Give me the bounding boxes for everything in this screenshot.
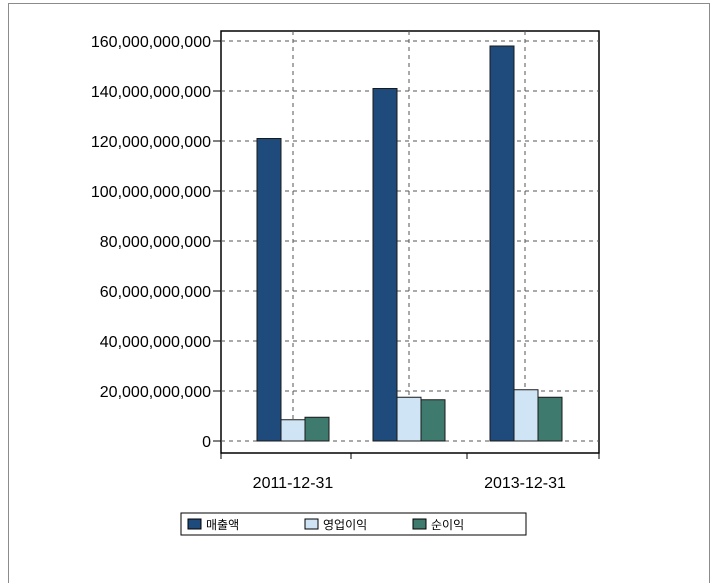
y-tick-label: 120,000,000,000	[91, 134, 211, 151]
y-tick-label: 60,000,000,000	[100, 284, 211, 301]
bar-operating-income-1	[396, 396, 422, 442]
legend-swatch	[304, 518, 319, 530]
plot-area	[220, 30, 600, 454]
x-axis-ticks: 2011-12-31 2013-12-31	[220, 453, 600, 492]
legend-label: 영업이익	[323, 518, 367, 532]
y-tick-label: 160,000,000,000	[91, 34, 211, 51]
legend: 매출액 영업이익 순이익	[180, 512, 527, 536]
y-tick-label: 100,000,000,000	[91, 184, 211, 201]
legend-label: 매출액	[206, 518, 239, 532]
x-tick-label: 2013-12-31	[484, 475, 566, 492]
bar-net-income-0	[304, 416, 330, 442]
bar-net-income-1	[420, 399, 446, 442]
legend-box	[180, 512, 527, 536]
legend-swatch	[412, 518, 427, 530]
bar-net-income-2	[537, 396, 563, 442]
legend-label: 순이익	[431, 518, 464, 532]
bar-revenue-1	[372, 88, 398, 442]
bar-revenue-0	[256, 138, 282, 442]
y-tick-label: 20,000,000,000	[100, 384, 211, 401]
legend-swatch	[187, 518, 202, 530]
bars	[256, 45, 563, 442]
bar-operating-income-0	[280, 419, 306, 442]
bar-operating-income-2	[513, 389, 539, 442]
y-tick-label: 0	[202, 434, 211, 451]
y-tick-label: 40,000,000,000	[100, 334, 211, 351]
chart-svg: 0 20,000,000,000 40,000,000,000 60,000,000,…	[91, 30, 600, 536]
bar-revenue-2	[489, 45, 515, 442]
y-axis-ticks: 0 20,000,000,000 40,000,000,000 60,000,000,…	[91, 34, 221, 451]
y-tick-label: 80,000,000,000	[100, 234, 211, 251]
y-tick-label: 140,000,000,000	[91, 84, 211, 101]
x-tick-label: 2011-12-31	[253, 475, 334, 492]
